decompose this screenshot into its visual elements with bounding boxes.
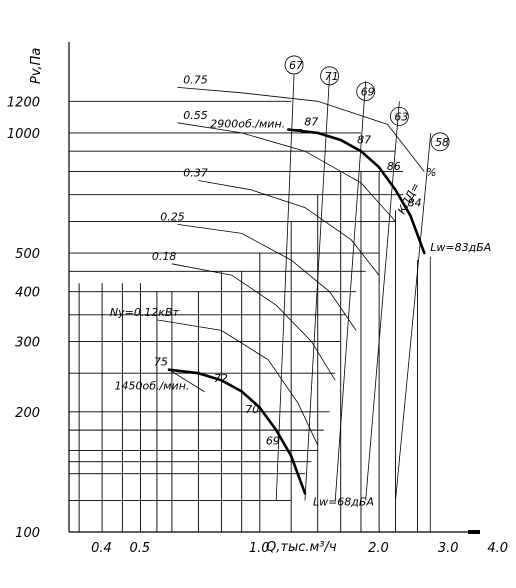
power-label: 0.75 xyxy=(183,73,208,86)
series-line xyxy=(287,128,426,255)
x-tick-label: 0.4 xyxy=(91,541,112,556)
power-label: 0.55 xyxy=(183,109,208,122)
efficiency-label: 86 xyxy=(387,160,401,173)
kpd-circle-label: 63 xyxy=(394,110,408,123)
efficiency-rays: 67 71 69 63 58 xyxy=(275,55,450,501)
y-tick-label: 1200 xyxy=(7,95,40,110)
power-arc xyxy=(177,87,425,172)
series-line xyxy=(167,368,307,495)
power-label: 0.37 xyxy=(183,166,208,179)
series-label: 1450об./мин. xyxy=(115,380,190,393)
efficiency-ray xyxy=(275,74,295,501)
y-tick-label: 200 xyxy=(15,406,40,421)
kpd-circle-label: 67 xyxy=(289,59,303,72)
power-arcs: 0.75 0.55 0.37 0.25 0.18 Ny=0.12кВт xyxy=(110,73,425,446)
series-leader xyxy=(168,369,205,393)
series-label: 2900об./мин. xyxy=(210,117,285,130)
y-tick-label: 500 xyxy=(15,247,40,262)
efficiency-ray xyxy=(395,132,432,501)
y-axis-title: Pv,Па xyxy=(29,48,44,84)
x-axis-end-marker xyxy=(468,530,480,534)
x-tick-label: 3.0 xyxy=(438,541,459,556)
y-tick-label: 100 xyxy=(15,526,40,541)
y-tick-label: 1000 xyxy=(7,127,40,142)
power-label: 0.25 xyxy=(160,210,185,223)
kpd-circle-label: 58 xyxy=(435,136,449,149)
power-arc xyxy=(171,263,336,381)
efficiency-label: 84 xyxy=(408,196,422,209)
x-tick-label: 2.0 xyxy=(368,541,389,556)
plot-area xyxy=(68,42,480,534)
x-axis-title: Q,тыс.м³/ч xyxy=(266,540,337,555)
x-tick-label: 0.5 xyxy=(130,541,151,556)
kpd-circle xyxy=(389,106,409,126)
power-arc xyxy=(177,224,357,331)
efficiency-label: 75 xyxy=(154,356,168,369)
kpd-circle-label: 71 xyxy=(325,70,339,83)
kpd-circle-label: 69 xyxy=(361,85,375,98)
kpd-circle xyxy=(284,55,304,75)
x-tick-label: 4.0 xyxy=(487,541,508,556)
efficiency-label: 87 xyxy=(357,133,371,146)
efficiency-label: 69 xyxy=(266,434,280,447)
x-tick-label: 1.0 xyxy=(249,541,270,556)
power-arc xyxy=(198,180,380,276)
power-arc xyxy=(156,319,319,446)
kpd-circle xyxy=(320,66,339,86)
efficiency-ray xyxy=(304,74,330,501)
kpd-circle xyxy=(356,82,376,101)
efficiency-label: 72 xyxy=(214,372,228,385)
noise-label: Lw=83дБА xyxy=(430,241,491,254)
power-label: Ny=0.12кВт xyxy=(110,306,180,319)
efficiency-label: 87 xyxy=(304,115,318,128)
y-tick-label: 300 xyxy=(15,336,40,351)
power-label: 0.18 xyxy=(152,250,177,263)
power-arc xyxy=(177,122,396,222)
efficiency-ray xyxy=(365,101,400,501)
y-tick-label: 400 xyxy=(15,286,40,301)
series-layer: 2900об./мин. 1450об./мин. 87 87 86 84 75 72 70 69… xyxy=(115,115,491,532)
kpd-circle xyxy=(430,132,450,152)
kpd-percent: % xyxy=(426,166,436,179)
efficiency-label: 70 xyxy=(245,403,259,416)
noise-label: Lw=68дБА xyxy=(313,495,374,508)
